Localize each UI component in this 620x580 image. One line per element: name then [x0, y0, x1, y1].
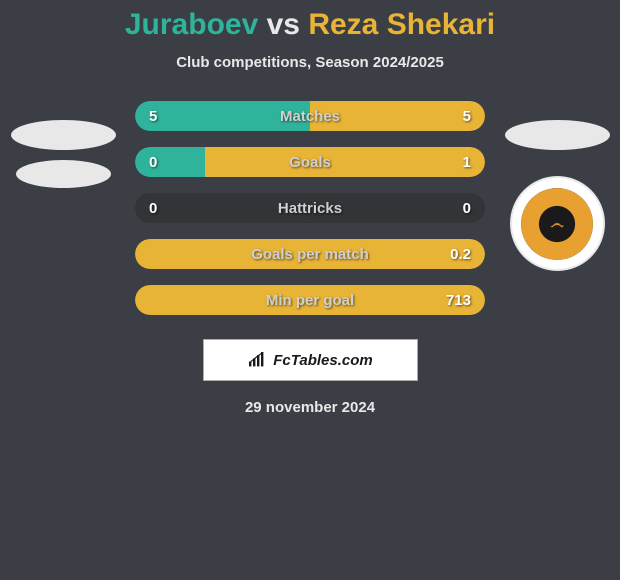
stat-row: Goals0 1 [135, 147, 485, 177]
vs-text: vs [267, 8, 300, 41]
stat-label: Goals [135, 154, 485, 171]
stat-row: Matches5 5 [135, 101, 485, 131]
date-text: 29 november 2024 [0, 399, 620, 416]
player1-avatar-area [8, 120, 118, 188]
chart-icon [247, 352, 267, 368]
stat-label: Matches [135, 108, 485, 125]
stat-value-left: 0 [149, 154, 157, 171]
stat-row: Min per goal713 [135, 285, 485, 315]
player2-avatar-placeholder [505, 120, 610, 150]
stat-label: Goals per match [135, 246, 485, 263]
stat-value-right: 0.2 [450, 246, 471, 263]
stat-value-right: 0 [463, 200, 471, 217]
player1-name: Juraboev [125, 8, 258, 41]
stat-value-right: 5 [463, 108, 471, 125]
stat-row: Goals per match0.2 [135, 239, 485, 269]
club-badge-icon: ෴ [521, 188, 593, 260]
comparison-title: Juraboev vs Reza Shekari [0, 8, 620, 42]
brand-text: FcTables.com [273, 352, 372, 369]
stats-list: Matches55Goals01Hattricks00Goals per mat… [135, 101, 485, 315]
stat-value-left: 0 [149, 200, 157, 217]
player2-name: Reza Shekari [308, 8, 495, 41]
stat-label: Min per goal [135, 292, 485, 309]
subtitle: Club competitions, Season 2024/2025 [0, 54, 620, 71]
stat-label: Hattricks [135, 200, 485, 217]
stat-value-right: 713 [446, 292, 471, 309]
player2-club-badge: ෴ [510, 176, 605, 271]
brand-box: FcTables.com [203, 339, 418, 381]
player1-club-placeholder [16, 160, 111, 188]
player2-avatar-area: ෴ [502, 120, 612, 271]
stat-value-right: 1 [463, 154, 471, 171]
stat-value-left: 5 [149, 108, 157, 125]
stat-row: Hattricks0 0 [135, 193, 485, 223]
player1-avatar-placeholder [11, 120, 116, 150]
